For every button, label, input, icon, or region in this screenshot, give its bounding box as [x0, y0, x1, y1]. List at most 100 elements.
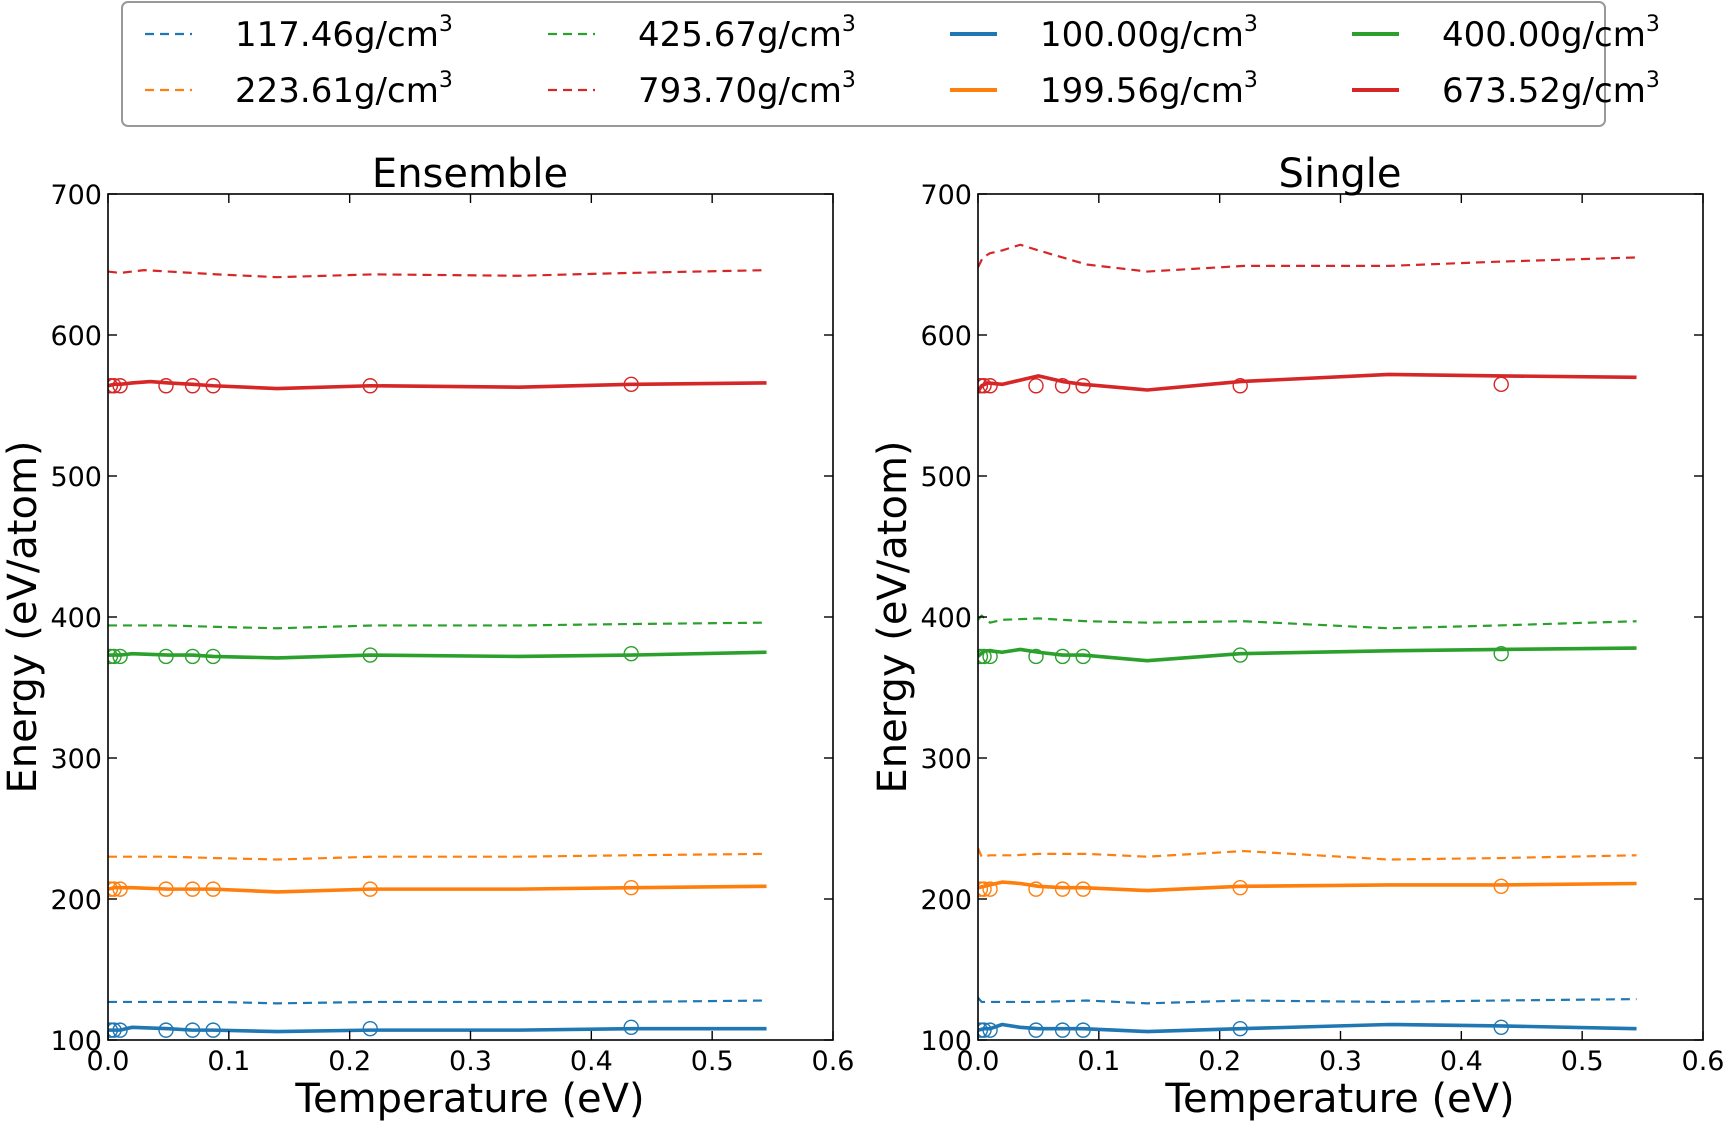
data-point-marker: [108, 378, 119, 394]
legend-item-199-56g-cm-solid: 199.56g/cm3: [950, 68, 1258, 111]
y-tick-label: 500: [50, 462, 102, 493]
data-point-marker: [982, 1022, 998, 1038]
data-point-marker: [978, 881, 989, 897]
series-line-400-00g-cm3-solid: [108, 650, 767, 660]
legend-item-117-46g-cm-dashed: 117.46g/cm3: [145, 12, 453, 55]
y-tick-label: 400: [50, 603, 102, 634]
x-tick-label: 0.5: [691, 1046, 734, 1077]
data-point-marker: [978, 378, 992, 394]
data-point-marker: [1493, 878, 1509, 895]
data-point-marker: [112, 1022, 128, 1038]
data-point-marker: [1054, 648, 1071, 665]
series-line-673-52g-cm3-solid: [978, 372, 1637, 393]
panel-title: Ensemble: [372, 151, 568, 197]
y-tick-label: 600: [50, 321, 102, 352]
data-point-marker: [1028, 881, 1044, 897]
data-point-marker: [112, 881, 128, 897]
series-line-199-56g-cm3-solid: [108, 884, 767, 894]
y-tick-label: 100: [50, 1026, 102, 1057]
y-axis-label: Energy (eV/atom): [870, 440, 916, 793]
data-point-marker: [362, 378, 378, 394]
series-line-117-46g-cm3-dashed: [978, 996, 1637, 1005]
data-point-marker: [184, 648, 201, 665]
series-line-425-67g-cm3-dashed: [978, 614, 1637, 630]
y-tick-label: 200: [50, 885, 102, 916]
legend-label: 793.70g/cm3: [638, 68, 856, 111]
data-point-marker: [1232, 378, 1248, 394]
data-point-marker: [1075, 648, 1091, 665]
y-tick-label: 400: [920, 603, 972, 634]
data-point-marker: [362, 881, 378, 897]
x-tick-label: 0.1: [1077, 1046, 1120, 1077]
data-point-marker: [1232, 1021, 1248, 1037]
legend-label: 425.67g/cm3: [638, 12, 856, 55]
data-point-marker: [1054, 1022, 1071, 1038]
data-point-marker: [978, 648, 989, 665]
data-point-marker: [158, 648, 174, 665]
data-point-marker: [112, 648, 128, 665]
legend-label: 117.46g/cm3: [235, 12, 453, 55]
data-point-marker: [108, 881, 122, 897]
x-tick-label: 0.0: [957, 1046, 1000, 1077]
data-point-marker: [108, 1022, 122, 1038]
legend-item-425-67g-cm-dashed: 425.67g/cm3: [548, 12, 856, 55]
legend-label: 199.56g/cm3: [1040, 68, 1258, 111]
plot-area: [978, 243, 1637, 1038]
data-point-marker: [1075, 378, 1091, 394]
data-point-marker: [1054, 378, 1071, 394]
axes-frame: [107, 193, 834, 1041]
y-tick-label: 500: [920, 462, 972, 493]
series-line-223-61g-cm3-dashed: [108, 852, 767, 861]
series-line-223-61g-cm3-dashed: [978, 847, 1637, 861]
y-tick-label: 200: [920, 885, 972, 916]
axes-frame: [977, 193, 1704, 1041]
data-point-marker: [108, 881, 119, 897]
y-tick-label: 700: [50, 180, 102, 211]
data-point-marker: [978, 1022, 992, 1038]
series-line-673-52g-cm3-solid: [108, 379, 767, 391]
data-point-marker: [158, 1022, 174, 1038]
x-tick-label: 0.6: [1682, 1046, 1725, 1077]
data-point-marker: [978, 1022, 989, 1038]
data-point-marker: [623, 880, 639, 896]
legend-item-223-61g-cm-dashed: 223.61g/cm3: [145, 68, 453, 111]
legend-label: 673.52g/cm3: [1442, 68, 1660, 111]
panel-ensemble: Ensemble 0.0 0.1 0.2 0.3 0.4 0.5 0.6 100 200 300 40…: [0, 151, 854, 1122]
x-tick-label: 0.2: [1198, 1046, 1241, 1077]
data-point-marker: [362, 1021, 378, 1037]
data-point-marker: [1075, 881, 1091, 897]
data-point-marker: [205, 378, 221, 394]
y-tick-label: 700: [920, 180, 972, 211]
y-tick-label: 300: [50, 744, 102, 775]
data-point-marker: [978, 378, 989, 394]
data-point-marker: [1232, 880, 1248, 896]
data-point-marker: [108, 648, 122, 665]
data-point-marker: [108, 648, 119, 665]
data-point-marker: [1028, 648, 1044, 665]
data-point-marker: [1493, 376, 1509, 393]
panel-single: Single 0.0 0.1 0.2 0.3 0.4 0.5 0.6 100 200 300 400 5…: [870, 151, 1724, 1122]
data-point-marker: [978, 648, 992, 665]
legend-item-673-52g-cm-solid: 673.52g/cm3: [1352, 68, 1660, 111]
data-point-marker: [1028, 378, 1044, 394]
data-point-marker: [205, 1022, 221, 1038]
legend-item-793-70g-cm-dashed: 793.70g/cm3: [548, 68, 856, 111]
data-point-marker: [623, 1019, 639, 1036]
series-line-100-00g-cm3-solid: [978, 1022, 1637, 1034]
x-tick-label: 0.0: [87, 1046, 130, 1077]
series-line-400-00g-cm3-solid: [978, 646, 1637, 663]
x-tick-label: 0.1: [207, 1046, 250, 1077]
x-tick-label: 0.2: [328, 1046, 371, 1077]
series-line-100-00g-cm3-solid: [108, 1025, 767, 1034]
data-point-marker: [623, 645, 639, 662]
x-tick-label: 0.4: [570, 1046, 613, 1077]
panel-title: Single: [1279, 151, 1402, 197]
series-line-793-70g-cm3-dashed: [108, 269, 767, 279]
data-point-marker: [184, 881, 201, 897]
y-tick-label: 300: [920, 744, 972, 775]
data-point-marker: [1075, 1022, 1091, 1038]
y-axis-label: Energy (eV/atom): [0, 440, 46, 793]
legend-item-100-00g-cm-solid: 100.00g/cm3: [950, 12, 1258, 55]
